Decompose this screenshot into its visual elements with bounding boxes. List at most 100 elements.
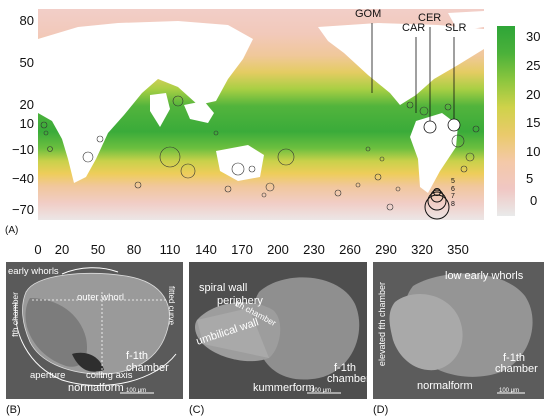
colorbar-tick: 15 — [526, 115, 541, 130]
size-legend-label-7: 7 — [451, 193, 455, 200]
label-outer-whorl: outer whorl — [77, 292, 124, 303]
y-tick: 10 — [19, 116, 34, 131]
sample-site — [261, 192, 267, 198]
x-tick: 20 — [54, 242, 70, 257]
x-tick: 200 — [267, 242, 289, 257]
label-f1th: f-1th — [334, 362, 357, 374]
region-label-gom: GOM — [355, 8, 382, 20]
final-chamber — [25, 298, 88, 367]
foraminifera-image-b — [6, 262, 183, 399]
x-tick: 290 — [375, 242, 397, 257]
x-tick: 50 — [90, 242, 106, 257]
colorbar-tick: 20 — [526, 87, 541, 102]
label-aperture: aperture — [30, 370, 66, 381]
y-tick: −40 — [11, 171, 34, 186]
sample-site — [43, 130, 49, 136]
fitted-curve — [14, 301, 177, 386]
size-legend-circle-5 — [433, 188, 441, 196]
early-whorls-arrow — [61, 267, 119, 275]
sample-site — [365, 146, 371, 152]
label-normalform: normalform — [68, 382, 124, 394]
size-legend-circle-6 — [430, 189, 444, 203]
sample-site — [334, 189, 342, 197]
continents — [38, 11, 484, 193]
label-low-early-whorls: low early whorls — [445, 270, 524, 282]
y-tick: −70 — [11, 202, 34, 217]
sample-site — [180, 163, 196, 179]
cer-marker — [423, 120, 437, 134]
label-chamber: chamber — [495, 363, 538, 375]
sample-site — [379, 156, 385, 162]
landmass-south-america — [410, 113, 458, 193]
sample-site — [231, 162, 245, 176]
size-legend-label-6: 6 — [451, 186, 455, 193]
label-spiral-wall: spiral wall — [199, 282, 248, 294]
sample-site — [374, 173, 382, 181]
sample-site — [451, 134, 465, 148]
region-markers — [371, 23, 461, 134]
label-early-whorls: early whorls — [8, 266, 59, 277]
panel-label-c: (C) — [189, 404, 205, 416]
region-label-car: CAR — [402, 22, 426, 34]
sample-site — [40, 121, 48, 129]
label-elevated-fth-chamber: elevated fth chamber — [377, 282, 387, 367]
x-tick: 110 — [159, 242, 181, 257]
label-normalform: normalform — [417, 380, 473, 392]
label-kummerform: kummerform — [253, 382, 315, 394]
label-chamber: chamber — [126, 362, 169, 374]
label-fth-chamber: fth chamber — [10, 292, 20, 337]
y-tick: 20 — [19, 97, 34, 112]
sample-site — [386, 203, 394, 211]
sample-site — [395, 186, 401, 192]
sample-site — [472, 125, 480, 133]
sample-site — [406, 101, 414, 109]
landmass-north-america — [318, 23, 484, 105]
landmass-india — [150, 93, 170, 127]
sample-site — [134, 181, 142, 189]
panel-label-b: (B) — [6, 404, 21, 416]
sample-site — [47, 146, 53, 152]
colorbar-tick: 25 — [526, 58, 541, 73]
sample-site — [460, 165, 468, 173]
label-coiling-axis: coiling axis — [86, 370, 133, 381]
sample-site — [419, 106, 429, 116]
slr-marker — [447, 118, 461, 132]
foraminifera-image-c — [189, 262, 367, 399]
x-tick: 230 — [303, 242, 325, 257]
label-f1th: f-1th — [126, 350, 149, 362]
sample-site — [224, 185, 232, 193]
landmass-greenland — [448, 11, 484, 31]
label-f1th: f-1th — [503, 352, 526, 364]
sem-panel-d: low early whorls elevated fth chamber f-… — [373, 262, 544, 399]
sample-site — [172, 95, 184, 107]
colorbar-tick: 10 — [526, 144, 541, 159]
sample-site — [159, 146, 181, 168]
scale-label: 100 μm — [311, 388, 332, 394]
sample-site — [248, 165, 256, 173]
x-tick: 320 — [411, 242, 433, 257]
foraminifera-image-d — [373, 262, 544, 399]
umbilical-wall — [197, 308, 269, 358]
scale-label: 100 μm — [499, 388, 520, 394]
size-legend-label-5: 5 — [451, 178, 455, 185]
x-tick: 80 — [126, 242, 142, 257]
colorbar-tick: 0 — [530, 193, 538, 208]
sample-site — [444, 103, 452, 111]
x-tick: 170 — [231, 242, 253, 257]
sample-site — [265, 182, 275, 192]
sample-site — [277, 148, 295, 166]
colorbar-tick: 30 — [526, 29, 541, 44]
label-periphery: periphery — [217, 295, 263, 307]
sst-map-plot — [38, 9, 484, 220]
sample-site — [96, 135, 104, 143]
sem-panel-b: early whorls outer whorl fitted curve ft… — [6, 262, 183, 399]
panel-label-d: (D) — [373, 404, 389, 416]
y-tick: −10 — [11, 142, 34, 157]
x-tick: 140 — [195, 242, 217, 257]
aperture-shadow — [72, 352, 104, 372]
colorbar — [497, 26, 515, 216]
x-tick: 0 — [34, 242, 42, 257]
x-tick: 260 — [339, 242, 361, 257]
sample-site — [465, 152, 475, 162]
sem-panel-c: spiral wall periphery fth chamber umbili… — [189, 262, 367, 399]
